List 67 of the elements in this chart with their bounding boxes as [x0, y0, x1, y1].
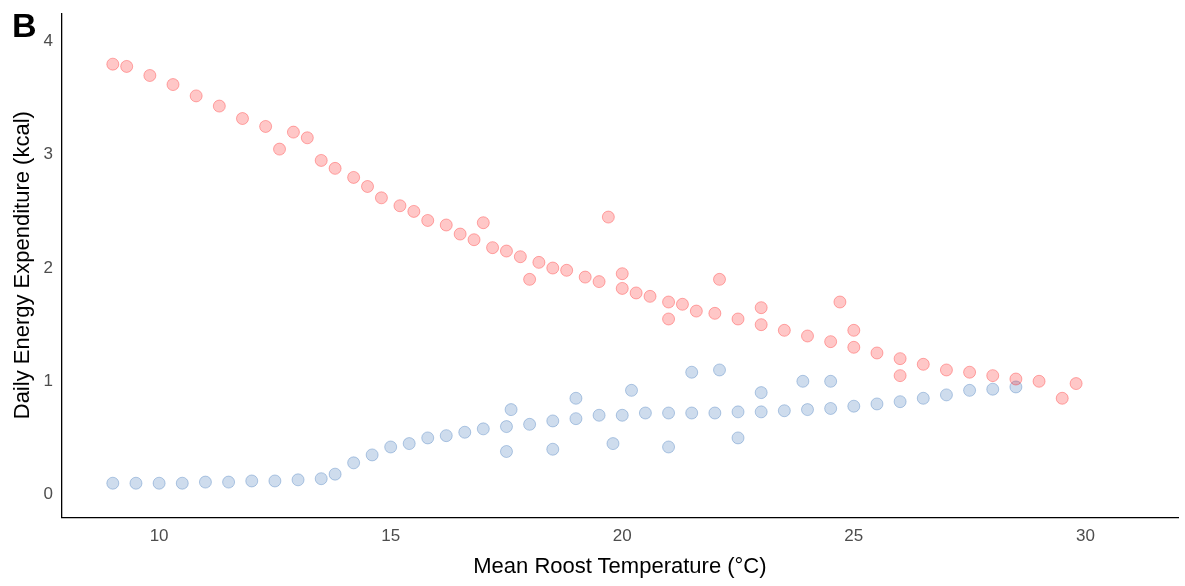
- point: [754, 405, 768, 419]
- point: [476, 422, 490, 436]
- point: [106, 476, 120, 490]
- point: [384, 440, 398, 454]
- point: [638, 406, 652, 420]
- point: [916, 391, 930, 405]
- point: [504, 403, 518, 417]
- point: [365, 448, 379, 462]
- x-tick-label: 10: [149, 526, 169, 546]
- point: [328, 467, 342, 481]
- point: [402, 437, 416, 451]
- x-axis-title: Mean Roost Temperature (°C): [473, 552, 767, 578]
- y-tick-label: 2: [43, 257, 53, 277]
- point: [685, 406, 699, 420]
- point: [245, 474, 259, 488]
- x-tick-label: 20: [612, 526, 632, 546]
- point: [731, 431, 745, 445]
- point: [986, 382, 1000, 396]
- y-tick-label: 0: [43, 484, 53, 504]
- point: [796, 374, 810, 388]
- point: [939, 388, 953, 402]
- point: [615, 408, 629, 422]
- point: [347, 456, 361, 470]
- point: [713, 363, 726, 377]
- point: [421, 431, 435, 445]
- point: [731, 405, 745, 419]
- point: [662, 406, 676, 420]
- point: [662, 440, 676, 454]
- point: [893, 395, 907, 409]
- y-tick-label: 3: [43, 144, 53, 164]
- point: [499, 445, 513, 459]
- x-tick-label: 15: [381, 526, 401, 546]
- point: [291, 473, 305, 487]
- x-tick-label: 30: [1075, 526, 1095, 546]
- text: B: [12, 6, 37, 45]
- point: [606, 437, 620, 451]
- point: [152, 476, 166, 490]
- point: [963, 383, 977, 397]
- point: [625, 383, 639, 397]
- point: [824, 374, 838, 388]
- point: [592, 408, 606, 422]
- point: [546, 414, 560, 428]
- point: [129, 476, 143, 490]
- point: [777, 404, 791, 418]
- point: [801, 403, 814, 417]
- point: [175, 476, 189, 490]
- point: [824, 401, 838, 415]
- point: [458, 425, 472, 439]
- point: [685, 365, 699, 379]
- y-tick-label: 1: [43, 370, 53, 390]
- point: [268, 474, 282, 488]
- point: [708, 406, 722, 420]
- point: [847, 399, 861, 413]
- y-tick-label: 4: [43, 31, 53, 51]
- point: [523, 417, 537, 431]
- point: [870, 397, 884, 411]
- y-axis-title: Daily Energy Expenditure (kcal): [9, 111, 35, 420]
- point: [569, 391, 583, 405]
- point: [439, 429, 453, 443]
- point: [546, 442, 560, 456]
- point: [569, 412, 583, 426]
- x-tick-label: 25: [844, 526, 864, 546]
- point: [198, 475, 212, 489]
- point: [314, 472, 328, 486]
- point: [222, 475, 236, 489]
- point: [754, 386, 768, 400]
- point: [499, 420, 513, 434]
